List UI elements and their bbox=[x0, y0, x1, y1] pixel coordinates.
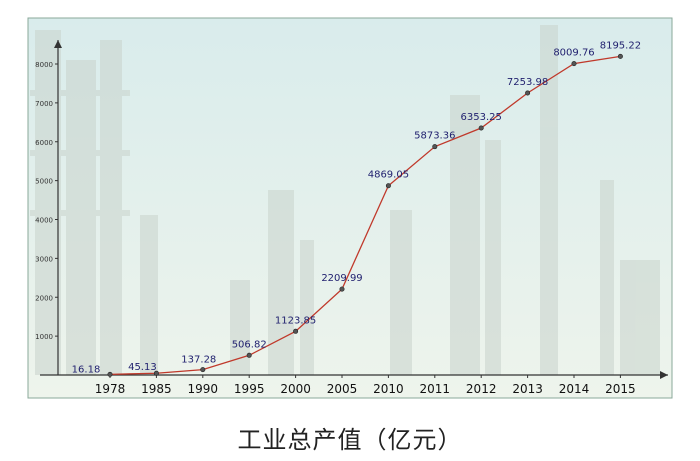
x-tick-label: 1985 bbox=[141, 382, 172, 396]
y-tick-label: 3000 bbox=[35, 255, 53, 263]
y-axis: 1000 2000 3000 4000 5000 6000 7000 8000 bbox=[35, 40, 62, 375]
data-label: 2209.99 bbox=[321, 273, 362, 284]
data-label: 8195.22 bbox=[600, 40, 641, 51]
refinery-silhouette bbox=[30, 25, 660, 375]
data-point bbox=[432, 144, 438, 150]
x-tick-label: 1995 bbox=[234, 382, 265, 396]
y-tick-label: 5000 bbox=[35, 178, 53, 186]
data-label: 1123.85 bbox=[275, 315, 316, 326]
x-axis: 1978 1985 1990 1995 2000 2005 2010 2011 2012 2013… bbox=[40, 371, 668, 396]
x-tick-label: 2012 bbox=[466, 382, 497, 396]
x-tick-label: 2013 bbox=[512, 382, 543, 396]
data-point bbox=[617, 53, 623, 59]
y-tick-label: 8000 bbox=[35, 61, 53, 69]
data-label: 5873.36 bbox=[414, 131, 455, 142]
y-tick-label: 2000 bbox=[35, 294, 53, 302]
data-label: 8009.76 bbox=[553, 48, 594, 59]
data-label: 16.18 bbox=[72, 364, 101, 375]
data-label: 137.28 bbox=[181, 355, 216, 366]
data-point bbox=[200, 367, 206, 373]
data-point bbox=[339, 286, 345, 292]
data-label: 506.82 bbox=[232, 339, 267, 350]
y-tick-label: 4000 bbox=[35, 217, 53, 225]
data-label: 6353.25 bbox=[461, 112, 502, 123]
y-tick-label: 7000 bbox=[35, 100, 53, 108]
x-tick-label: 2015 bbox=[605, 382, 636, 396]
data-point bbox=[293, 328, 299, 334]
chart-caption: 工业总产值（亿元） bbox=[237, 426, 463, 454]
data-label: 4869.05 bbox=[368, 170, 409, 181]
data-point bbox=[525, 90, 531, 96]
data-point bbox=[107, 371, 113, 377]
data-label: 45.13 bbox=[128, 362, 157, 373]
y-axis-arrow bbox=[54, 40, 62, 48]
data-point bbox=[246, 352, 252, 358]
chart-background bbox=[27, 17, 673, 399]
y-tick-label: 1000 bbox=[35, 333, 53, 341]
series bbox=[107, 53, 623, 377]
data-labels: 16.18 45.13 137.28 506.82 1123.85 2209.99 4869… bbox=[72, 40, 641, 375]
x-tick-label: 2011 bbox=[420, 382, 451, 396]
x-tick-label: 2000 bbox=[280, 382, 311, 396]
data-point bbox=[571, 61, 577, 67]
x-tick-label: 2014 bbox=[559, 382, 590, 396]
data-point bbox=[478, 125, 484, 131]
x-axis-arrow bbox=[660, 371, 668, 379]
x-tick-label: 2005 bbox=[327, 382, 358, 396]
data-label: 7253.98 bbox=[507, 77, 548, 88]
x-tick-label: 1990 bbox=[188, 382, 219, 396]
data-point bbox=[385, 183, 391, 189]
data-point bbox=[153, 370, 159, 376]
y-tick-label: 6000 bbox=[35, 139, 53, 147]
x-tick-label: 1978 bbox=[95, 382, 126, 396]
series-line bbox=[109, 55, 621, 376]
x-tick-label: 2010 bbox=[373, 382, 404, 396]
